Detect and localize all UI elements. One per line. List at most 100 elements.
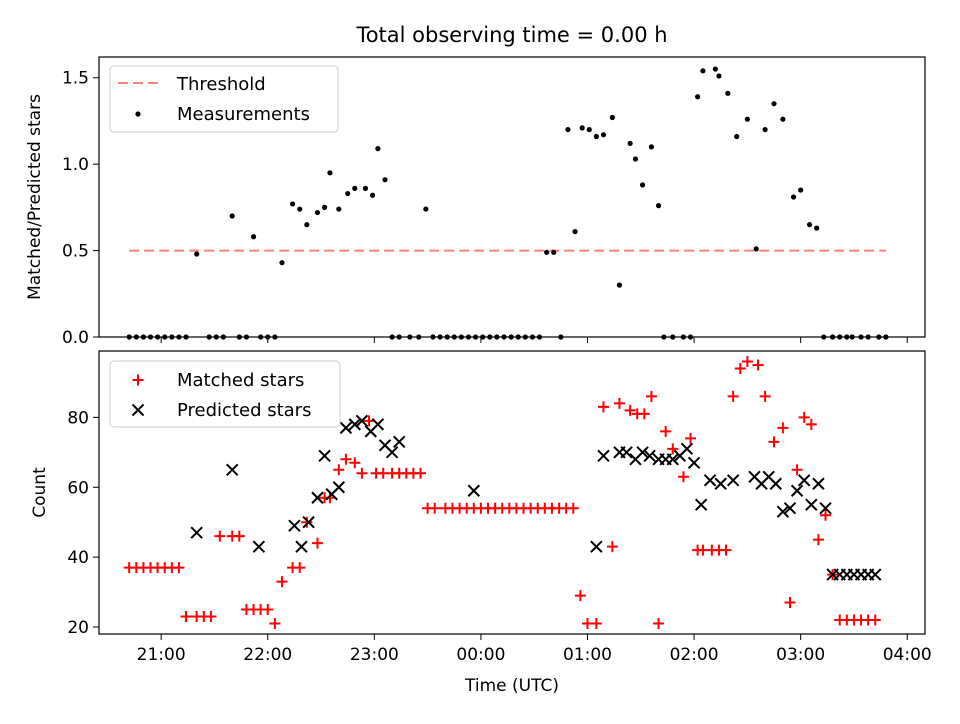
predicted-star-point (783, 502, 797, 515)
measurement-point (565, 126, 571, 133)
matched-star-point (720, 544, 732, 556)
matched-star-point (869, 614, 881, 626)
measurement-point (632, 156, 639, 162)
predicted-star-point (339, 421, 353, 435)
predicted-star-point (812, 477, 825, 490)
bottom-legend-box (109, 360, 341, 428)
measurement-point (362, 185, 369, 191)
matched-star-point (791, 464, 803, 476)
legend-matched-swatch (132, 374, 144, 386)
matched-star-point (349, 457, 361, 469)
top-axes: 0.0 0.5 1.0 1.5 Matched/Predicted stars Thres… (25, 56, 926, 348)
predicted-star-point (636, 446, 649, 459)
matched-star-point (820, 509, 832, 521)
measurement-point (345, 190, 351, 197)
measurement-point (321, 204, 328, 210)
legend-predicted-label: Predicted stars (177, 400, 311, 421)
matched-star-point (597, 401, 609, 413)
predicted-star-point (332, 481, 346, 494)
top-legend: Threshold Measurements (109, 65, 339, 133)
matched-star-point (415, 467, 427, 479)
matched-star-point (574, 590, 586, 602)
predicted-star-point (318, 449, 331, 463)
measurement-point (279, 260, 285, 266)
matched-star-point (590, 618, 602, 630)
bottom-xtick-label-3: 00:00 (456, 645, 505, 665)
predicted-star-point (680, 442, 694, 456)
matched-star-point (653, 618, 665, 630)
measurement-point (753, 246, 759, 252)
matched-star-point (363, 415, 375, 427)
predicted-star-point (348, 418, 362, 431)
predicted-star-point (726, 474, 740, 487)
predicted-star-point (385, 446, 399, 459)
measurement-point (551, 249, 557, 255)
measurement-point (600, 132, 607, 138)
predicted-star-point (714, 477, 727, 490)
measurement-point (327, 170, 333, 176)
measurement-point (790, 194, 797, 200)
legend-measurements-swatch (135, 111, 141, 117)
predicted-star-point (311, 491, 324, 504)
predicted-star-point (355, 414, 369, 428)
predicted-star-point (302, 515, 315, 529)
matched-star-point (752, 359, 764, 371)
predicted-star-point (869, 568, 882, 581)
measurement-point (609, 114, 615, 121)
measurement-point (369, 192, 376, 198)
predicted-star-point (295, 540, 308, 553)
matched-star-point (741, 355, 753, 367)
predicted-star-point (805, 498, 818, 511)
predicted-star-point (590, 540, 603, 553)
measurement-point (655, 203, 662, 209)
measurement-point (716, 73, 722, 79)
bottom-xtick-label-1: 22:00 (243, 645, 292, 665)
matched-star-point (727, 390, 739, 402)
predicted-star-point (620, 446, 633, 459)
legend-matched-label: Matched stars (177, 370, 304, 391)
measurement-point (352, 185, 358, 191)
measurement-point (314, 209, 321, 216)
predicted-star-point (790, 484, 804, 497)
bottom-xtick-label-5: 02:00 (670, 645, 719, 665)
bottom-xtick-label-0: 21:00 (137, 645, 186, 665)
matched-star-point (667, 443, 679, 455)
predicted-star-point (666, 453, 679, 466)
predicted-star-point (597, 449, 610, 463)
measurement-point (579, 125, 585, 131)
predicted-star-point (252, 540, 266, 553)
measurement-point (423, 206, 429, 212)
legend-threshold-label: Threshold (176, 74, 266, 95)
matched-star-point (734, 362, 746, 374)
measurement-point (725, 90, 731, 96)
matched-star-point (768, 436, 780, 448)
top-ytick-label-1: 0.5 (62, 242, 89, 262)
matched-star-point (356, 467, 368, 479)
matched-star-point (340, 453, 352, 465)
measurement-point (734, 133, 740, 140)
predicted-star-point (769, 477, 782, 490)
chart-title: Total observing time = 0.00 h (355, 23, 667, 47)
predicted-star-point (798, 474, 811, 487)
top-legend-box (109, 65, 339, 133)
matched-star-point (276, 576, 288, 588)
matched-star-point (685, 432, 697, 444)
predicted-star-point (819, 502, 832, 515)
measurement-point (297, 206, 303, 212)
matched-star-point (173, 562, 185, 574)
bottom-ytick-label-2: 60 (67, 478, 89, 498)
matched-star-point (324, 492, 336, 504)
measurement-point (304, 222, 310, 228)
measurement-point (762, 126, 768, 133)
bottom-xtick-label-2: 23:00 (350, 645, 399, 665)
bottom-axes-frame (98, 350, 926, 635)
measurement-point (712, 66, 718, 72)
measurement-point (250, 234, 257, 240)
predicted-star-point (703, 474, 717, 487)
matched-star-point (798, 411, 810, 423)
measurement-point (572, 228, 578, 235)
measurement-point (744, 116, 750, 122)
matched-star-point (214, 530, 226, 542)
